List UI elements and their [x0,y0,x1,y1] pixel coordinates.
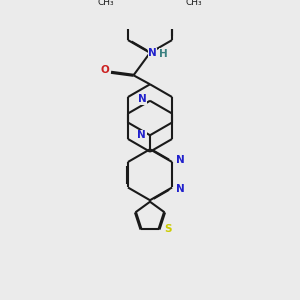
Text: N: N [176,184,185,194]
Text: CH₃: CH₃ [186,0,202,7]
Text: S: S [164,224,172,234]
Text: N: N [148,48,157,59]
Text: H: H [159,49,168,59]
Text: N: N [137,130,146,140]
Text: N: N [138,94,147,104]
Text: N: N [176,155,185,166]
Text: O: O [100,65,109,75]
Text: CH₃: CH₃ [98,0,114,7]
